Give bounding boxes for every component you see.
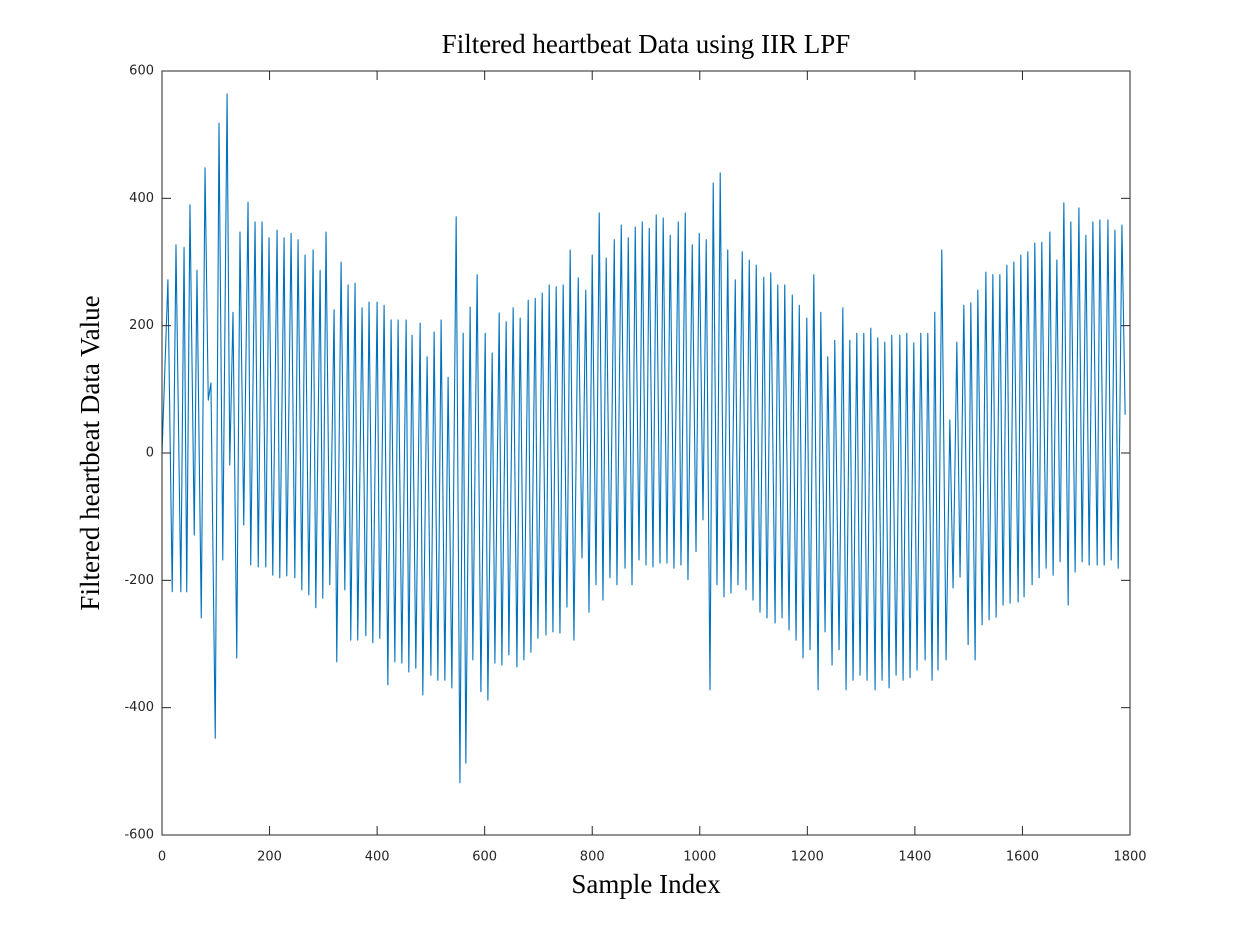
- y-tick-label: -400: [124, 700, 154, 715]
- x-tick-label: 0: [158, 850, 166, 865]
- y-tick-label: 200: [129, 318, 154, 333]
- x-tick-label: 200: [257, 850, 282, 865]
- x-tick-label: 600: [472, 850, 497, 865]
- y-axis-label: Filtered heartbeat Data Value: [75, 295, 105, 610]
- y-tick-label: -200: [124, 573, 154, 588]
- x-tick-label: 1800: [1113, 850, 1146, 865]
- y-tick-label: -600: [124, 828, 154, 843]
- x-axis-label: Sample Index: [571, 869, 721, 899]
- y-tick-label: 600: [129, 64, 154, 79]
- x-tick-label: 1200: [791, 850, 824, 865]
- x-tick-label: 1000: [683, 850, 716, 865]
- y-tick-label: 400: [129, 191, 154, 206]
- x-tick-label: 1400: [898, 850, 931, 865]
- x-tick-label: 800: [580, 850, 605, 865]
- y-tick-label: 0: [146, 446, 154, 461]
- x-tick-label: 1600: [1006, 850, 1039, 865]
- x-tick-label: 400: [365, 850, 390, 865]
- data-line: [161, 93, 1126, 784]
- chart-title: Filtered heartbeat Data using IIR LPF: [442, 29, 851, 59]
